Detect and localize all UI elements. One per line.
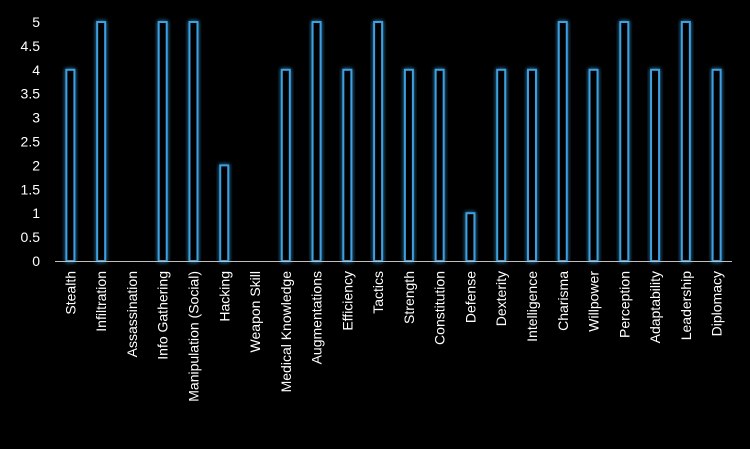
bar bbox=[650, 68, 661, 262]
bar bbox=[588, 68, 599, 262]
y-tick-label: 4.5 bbox=[21, 38, 41, 54]
x-tick-label: Info Gathering bbox=[155, 271, 171, 360]
bar bbox=[280, 68, 291, 262]
bar bbox=[403, 68, 414, 262]
x-tick-label: Willpower bbox=[586, 271, 602, 332]
x-axis-labels: Stealth Infiltration Assassination Info Gat… bbox=[62, 271, 724, 402]
bar bbox=[311, 21, 322, 262]
y-axis-ticks: 0 0.5 1 1.5 2 2.5 3 3.5 4 4.5 5 bbox=[21, 14, 41, 269]
y-tick-label: 1 bbox=[32, 205, 40, 221]
bar bbox=[496, 68, 507, 262]
y-tick-label: 0.5 bbox=[21, 229, 41, 245]
y-tick-label: 5 bbox=[32, 14, 40, 30]
bar bbox=[373, 21, 384, 262]
x-tick-label: Manipulation (Social) bbox=[185, 271, 201, 402]
bar bbox=[342, 68, 353, 262]
x-tick-label: Charisma bbox=[555, 271, 571, 331]
bar bbox=[465, 212, 476, 262]
x-tick-label: Defense bbox=[462, 271, 478, 323]
bar-series bbox=[65, 21, 722, 262]
bar bbox=[711, 68, 722, 262]
x-tick-label: Leadership bbox=[678, 271, 694, 340]
x-tick-label: Hacking bbox=[216, 271, 232, 322]
x-tick-label: Medical Knowledge bbox=[278, 271, 294, 393]
y-tick-label: 2.5 bbox=[21, 134, 41, 150]
x-tick-label: Dexterity bbox=[493, 271, 509, 326]
x-tick-label: Intelligence bbox=[524, 271, 540, 342]
bar bbox=[619, 21, 630, 262]
bar bbox=[65, 68, 76, 262]
x-tick-label: Infiltration bbox=[93, 271, 109, 332]
x-tick-label: Tactics bbox=[370, 271, 386, 314]
y-tick-label: 3.5 bbox=[21, 86, 41, 102]
bar bbox=[680, 21, 691, 262]
x-tick-label: Strength bbox=[401, 271, 417, 324]
bar bbox=[219, 164, 230, 262]
x-tick-label: Assassination bbox=[124, 271, 140, 357]
y-tick-label: 2 bbox=[32, 157, 40, 173]
x-tick-label: Efficiency bbox=[339, 271, 355, 331]
y-tick-label: 4 bbox=[32, 62, 40, 78]
x-tick-label: Augmentations bbox=[309, 271, 325, 364]
bar bbox=[96, 21, 107, 262]
bar bbox=[434, 68, 445, 262]
bar bbox=[557, 21, 568, 262]
bar bbox=[526, 68, 537, 262]
x-tick-label: Perception bbox=[616, 271, 632, 338]
bar bbox=[188, 21, 199, 262]
x-tick-label: Constitution bbox=[432, 271, 448, 345]
y-tick-label: 1.5 bbox=[21, 181, 41, 197]
bar bbox=[157, 21, 168, 262]
x-tick-label: Stealth bbox=[62, 271, 78, 315]
y-tick-label: 0 bbox=[32, 253, 40, 269]
x-tick-label: Adaptability bbox=[647, 271, 663, 343]
y-tick-label: 3 bbox=[32, 110, 40, 126]
x-tick-label: Diplomacy bbox=[709, 271, 725, 336]
x-tick-label: Weapon Skill bbox=[247, 271, 263, 352]
